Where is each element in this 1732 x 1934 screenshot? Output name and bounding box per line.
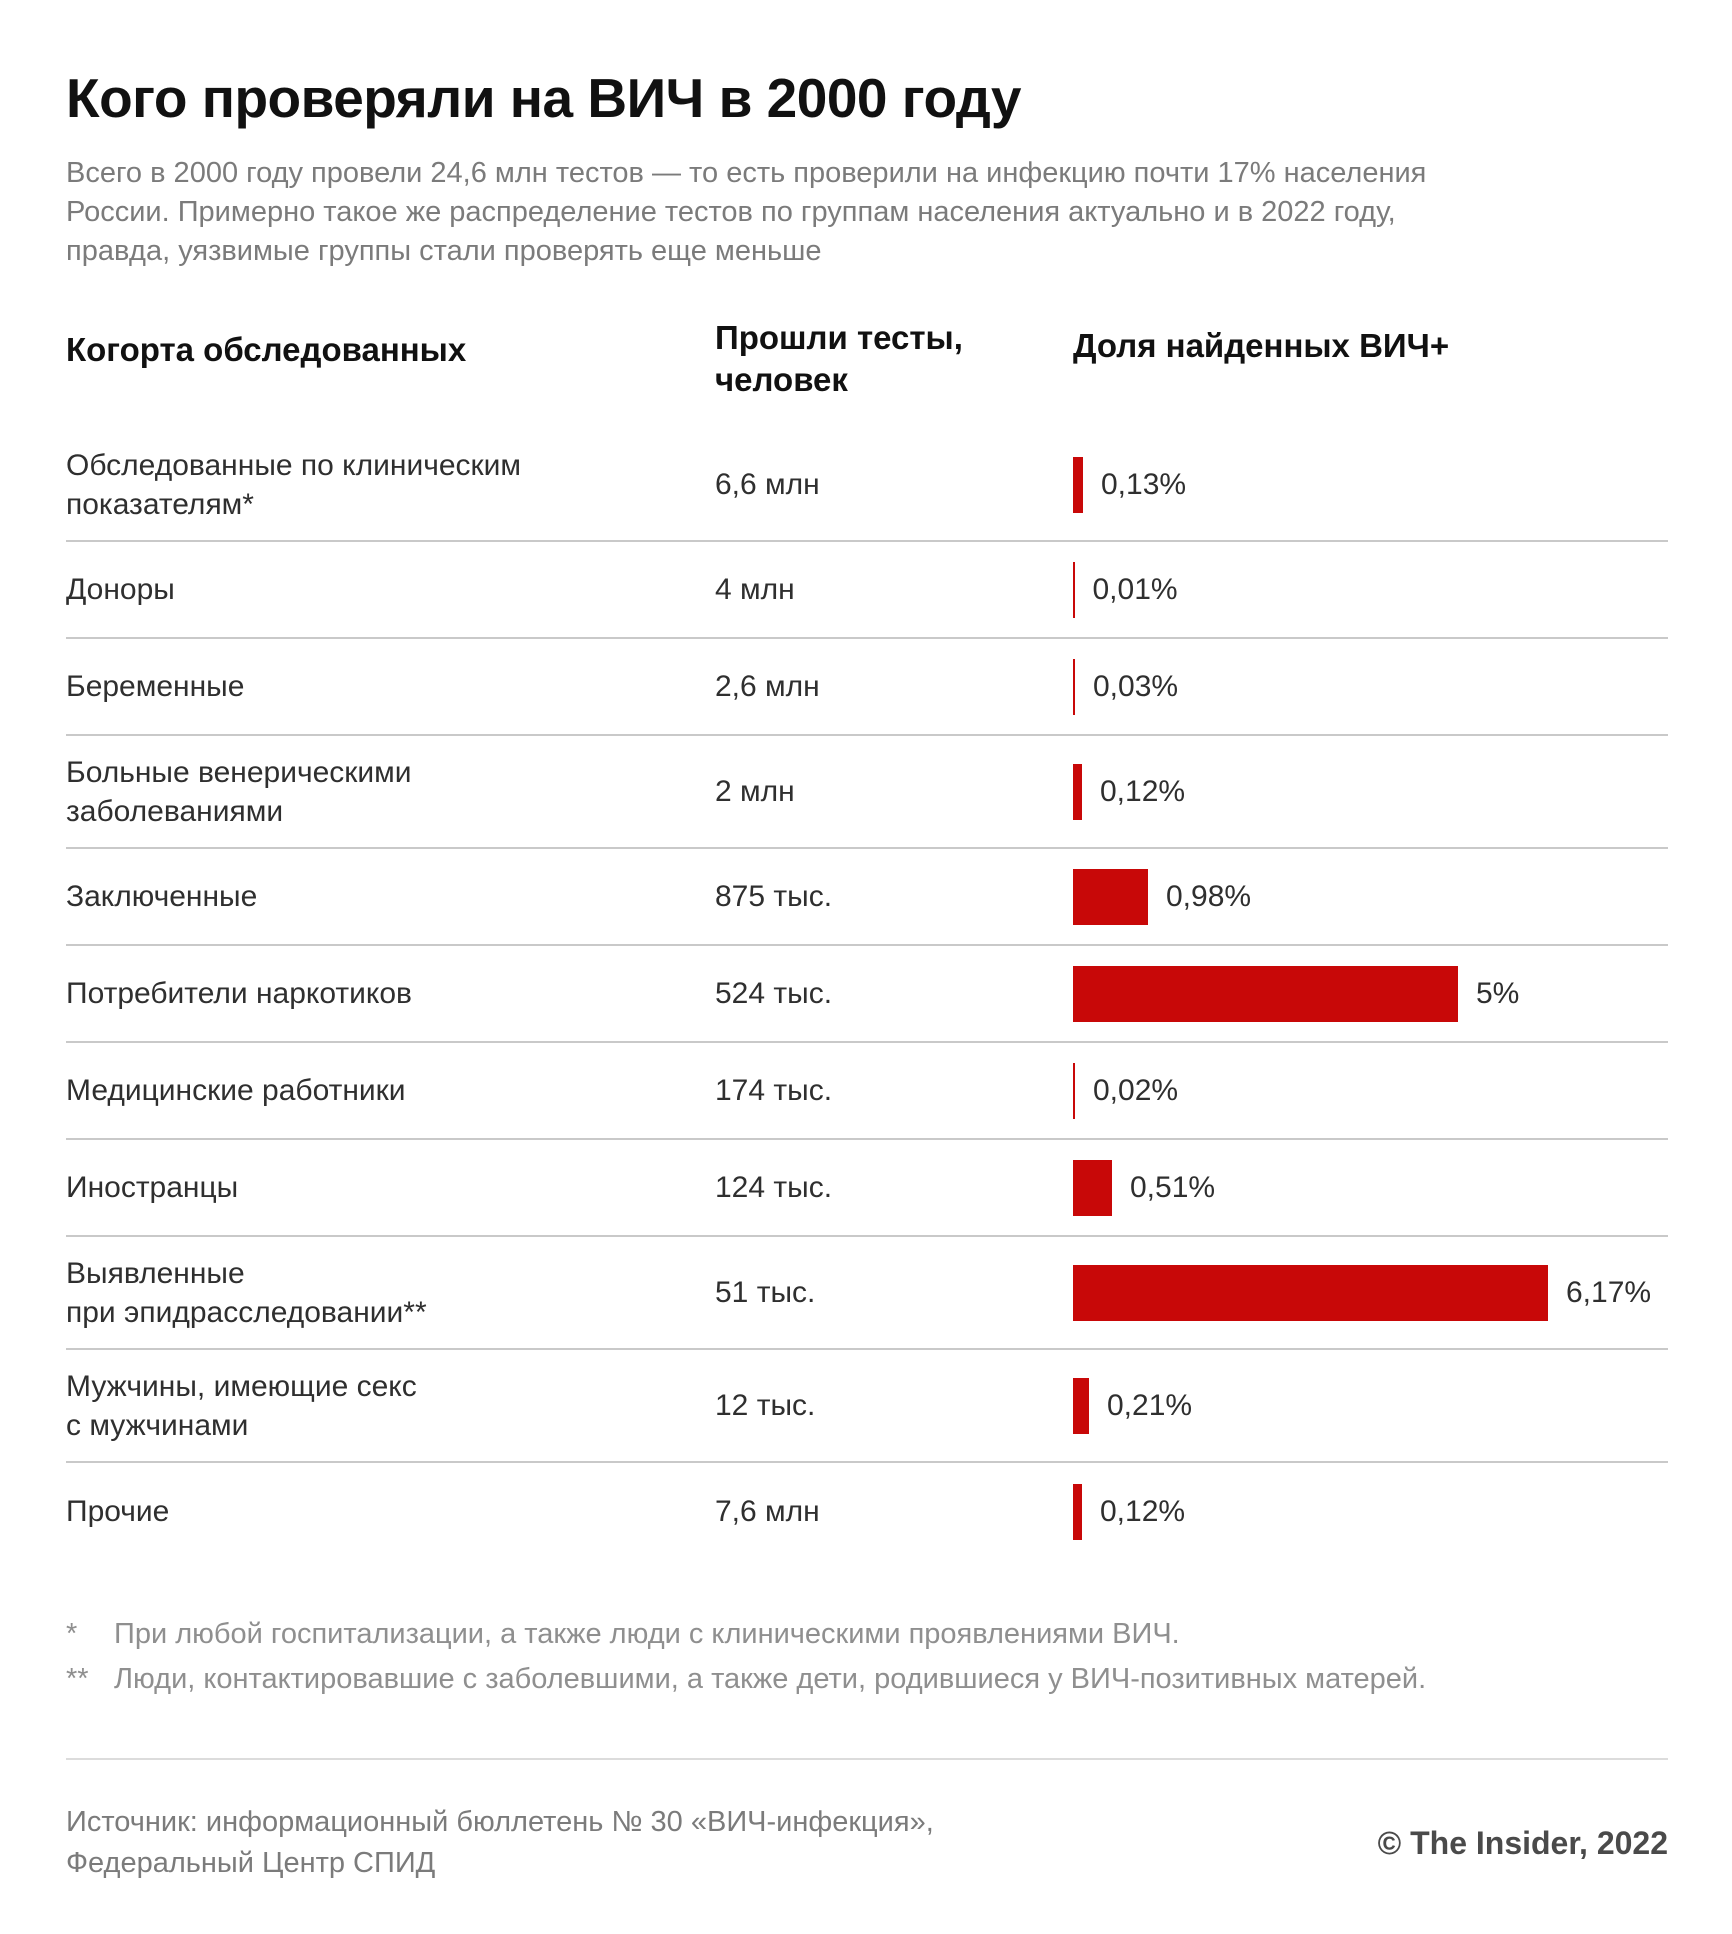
share-cell: 5% bbox=[1073, 965, 1668, 1022]
share-value: 5% bbox=[1476, 976, 1520, 1010]
footnote-text: При любой госпитализации, а также люди с… bbox=[114, 1618, 1180, 1650]
share-bar bbox=[1073, 868, 1148, 925]
cohort-label: Прочие bbox=[66, 1495, 170, 1528]
table-row: Выявленные при эпидрасследовании** 51 ты… bbox=[66, 1237, 1668, 1350]
share-bar bbox=[1073, 456, 1083, 513]
subtitle: Всего в 2000 году провели 24,6 млн тесто… bbox=[66, 157, 1427, 267]
share-value: 0,98% bbox=[1166, 879, 1252, 913]
table-row: Обследованные по клиническим показателям… bbox=[66, 429, 1668, 542]
cohort-label: Медицинские работники bbox=[66, 1074, 406, 1107]
footnotes: * При любой госпитализации, а также люди… bbox=[66, 1612, 1668, 1702]
share-cell: 0,51% bbox=[1073, 1159, 1668, 1216]
cohort-label: Заключенные bbox=[66, 880, 258, 913]
tests-count: 7,6 млн bbox=[715, 1494, 820, 1528]
share-cell: 0,98% bbox=[1073, 868, 1668, 925]
table-row: Заключенные 875 тыс. 0,98% bbox=[66, 849, 1668, 946]
table-row: Медицинские работники 174 тыс. 0,02% bbox=[66, 1043, 1668, 1140]
source-text: Источник: информационный бюллетень № 30 … bbox=[66, 1806, 934, 1879]
tests-count: 174 тыс. bbox=[715, 1073, 833, 1107]
share-value: 6,17% bbox=[1566, 1275, 1652, 1309]
tests-count: 2 млн bbox=[715, 774, 795, 808]
share-value: 0,12% bbox=[1100, 1494, 1186, 1528]
footnote-marker: ** bbox=[66, 1663, 89, 1695]
share-bar bbox=[1073, 965, 1458, 1022]
share-cell: 0,13% bbox=[1073, 456, 1668, 513]
column-header-cohort: Когорта обследованных bbox=[66, 331, 467, 368]
page-title: Кого проверяли на ВИЧ в 2000 году bbox=[66, 67, 1022, 129]
share-cell: 0,01% bbox=[1073, 561, 1668, 618]
tests-count: 875 тыс. bbox=[715, 879, 833, 913]
share-value: 0,51% bbox=[1130, 1170, 1216, 1204]
footnote: ** Люди, контактировавшие с заболевшими,… bbox=[66, 1657, 1668, 1702]
share-bar bbox=[1073, 1483, 1082, 1540]
share-cell: 0,02% bbox=[1073, 1062, 1668, 1119]
cohort-label: Потребители наркотиков bbox=[66, 977, 412, 1010]
footer: Источник: информационный бюллетень № 30 … bbox=[66, 1802, 1668, 1884]
footer-divider bbox=[66, 1758, 1668, 1760]
share-value: 0,02% bbox=[1093, 1073, 1179, 1107]
cohort-label: Больные венерическими заболеваниями bbox=[66, 755, 412, 828]
share-value: 0,12% bbox=[1100, 774, 1186, 808]
table-row: Иностранцы 124 тыс. 0,51% bbox=[66, 1140, 1668, 1237]
share-bar bbox=[1073, 1159, 1112, 1216]
tests-count: 4 млн bbox=[715, 572, 795, 606]
tests-count: 524 тыс. bbox=[715, 976, 833, 1010]
tests-count: 124 тыс. bbox=[715, 1170, 833, 1204]
table-row: Доноры 4 млн 0,01% bbox=[66, 542, 1668, 639]
cohort-label: Доноры bbox=[66, 573, 175, 606]
cohort-label: Иностранцы bbox=[66, 1171, 239, 1204]
copyright: © The Insider, 2022 bbox=[1377, 1824, 1668, 1861]
share-bar bbox=[1073, 1264, 1548, 1321]
cohort-label: Беременные bbox=[66, 670, 245, 703]
share-cell: 0,21% bbox=[1073, 1377, 1668, 1434]
table-row: Мужчины, имеющие секс с мужчинами 12 тыс… bbox=[66, 1350, 1668, 1463]
share-bar bbox=[1073, 1377, 1089, 1434]
infographic: Кого проверяли на ВИЧ в 2000 году Всего … bbox=[66, 67, 1668, 1884]
tests-count: 12 тыс. bbox=[715, 1388, 816, 1422]
footnote: * При любой госпитализации, а также люди… bbox=[66, 1612, 1668, 1657]
share-cell: 0,03% bbox=[1073, 658, 1668, 715]
cohort-label: Выявленные при эпидрасследовании** bbox=[66, 1256, 427, 1329]
cohort-label: Обследованные по клиническим показателям… bbox=[66, 448, 522, 521]
tests-count: 6,6 млн bbox=[715, 467, 820, 501]
footnote-text: Люди, контактировавшие с заболевшими, а … bbox=[114, 1663, 1427, 1695]
column-header-tests: Прошли тесты, человек bbox=[715, 319, 963, 398]
table-body: Обследованные по клиническим показателям… bbox=[66, 429, 1668, 1560]
footnote-marker: * bbox=[66, 1618, 78, 1650]
share-value: 0,01% bbox=[1092, 572, 1178, 606]
cohort-label: Мужчины, имеющие секс с мужчинами bbox=[66, 1369, 417, 1442]
tests-count: 2,6 млн bbox=[715, 669, 820, 703]
share-bar bbox=[1073, 561, 1075, 618]
share-cell: 0,12% bbox=[1073, 1483, 1668, 1540]
table-header: Когорта обследованных Прошли тесты, чело… bbox=[66, 317, 1668, 401]
share-cell: 0,12% bbox=[1073, 763, 1668, 820]
table-row: Прочие 7,6 млн 0,12% bbox=[66, 1463, 1668, 1560]
share-value: 0,03% bbox=[1093, 669, 1179, 703]
tests-count: 51 тыс. bbox=[715, 1275, 816, 1309]
table-row: Беременные 2,6 млн 0,03% bbox=[66, 639, 1668, 736]
share-cell: 6,17% bbox=[1073, 1264, 1668, 1321]
share-value: 0,13% bbox=[1101, 467, 1187, 501]
table-row: Потребители наркотиков 524 тыс. 5% bbox=[66, 946, 1668, 1043]
share-bar bbox=[1073, 658, 1075, 715]
share-bar bbox=[1073, 1062, 1075, 1119]
share-value: 0,21% bbox=[1107, 1388, 1193, 1422]
share-bar bbox=[1073, 763, 1082, 820]
table-row: Больные венерическими заболеваниями 2 мл… bbox=[66, 736, 1668, 849]
column-header-share: Доля найденных ВИЧ+ bbox=[1073, 327, 1450, 364]
